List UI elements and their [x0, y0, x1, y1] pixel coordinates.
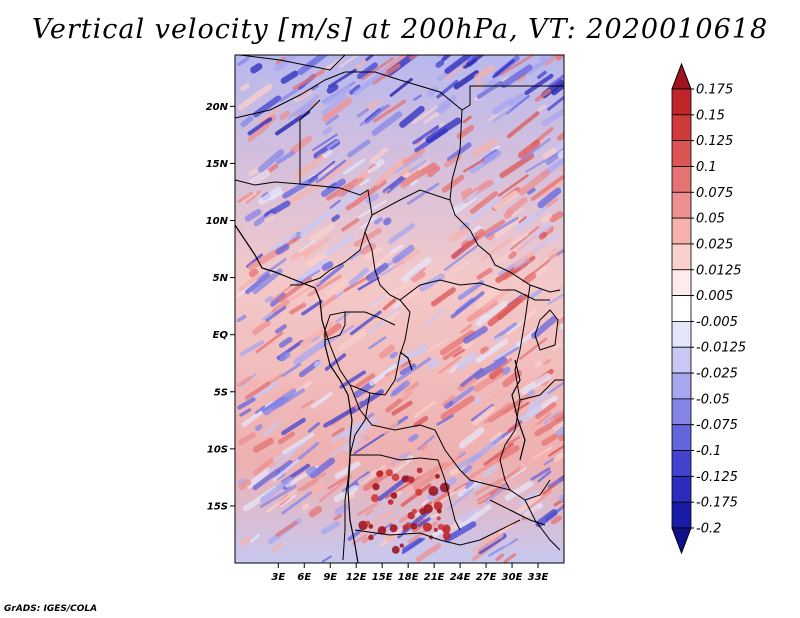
colorbar-label: 0.1	[696, 160, 717, 175]
colorbar-label: 0.075	[696, 186, 733, 201]
lat-label: 10S	[207, 444, 228, 455]
colorbar-label: -0.05	[696, 392, 730, 407]
colorbar-label: -0.175	[696, 496, 738, 511]
colorbar-label: 0.15	[696, 108, 725, 123]
lon-label: 27E	[476, 572, 497, 583]
map-axes: 20N 15N 10N 5N EQ 5S 10S 15S 3E 6E 9E 12E 15E 18E 21E 2…	[206, 102, 549, 583]
colorbar-label: -0.075	[696, 418, 738, 433]
colorbar-swatch	[671, 424, 692, 451]
footer-credit: GrADS: IGES/COLA	[4, 604, 98, 614]
colorbar-swatch	[671, 398, 692, 426]
colorbar-swatch	[671, 88, 692, 116]
colorbar-label: 0.05	[696, 212, 725, 227]
colorbar-swatch	[671, 501, 692, 529]
colorbar-label: 0.125	[696, 134, 733, 149]
lon-label: 9E	[323, 572, 337, 583]
coastline	[235, 224, 526, 563]
chart-title: Vertical velocity [m/s] at 200hPa, VT: 2…	[31, 14, 769, 45]
colorbar-swatch	[671, 140, 692, 167]
lon-label: 24E	[450, 572, 471, 583]
lon-label: 21E	[424, 572, 445, 583]
colorbar-label: -0.005	[696, 315, 738, 330]
lon-label: 6E	[297, 572, 311, 583]
lat-label: EQ	[213, 330, 229, 341]
colorbar-top-arrow	[671, 62, 692, 90]
colorbar-swatch	[671, 372, 692, 400]
lon-label: 15E	[372, 572, 393, 583]
colorbar-swatch	[671, 269, 692, 296]
colorbar-swatch	[671, 191, 692, 219]
colorbar-bottom-arrow	[671, 527, 692, 555]
lat-label: 15N	[206, 159, 229, 170]
colorbar-label: -0.125	[696, 470, 738, 485]
colorbar-label: 0.0125	[696, 263, 742, 278]
lat-label: 5N	[213, 273, 229, 284]
lon-label: 12E	[346, 572, 367, 583]
lat-label: 5S	[214, 387, 228, 398]
lon-label: 33E	[528, 572, 549, 583]
lon-label: 30E	[502, 572, 523, 583]
lon-label: 3E	[271, 572, 285, 583]
colorbar-swatch	[671, 114, 692, 142]
country-borders	[235, 55, 564, 561]
colorbar-label: 0.175	[696, 83, 733, 98]
colorbar-swatch	[671, 217, 692, 245]
colorbar-label: 0.005	[696, 289, 733, 304]
colorbar-swatch	[671, 346, 692, 374]
colorbar-label: -0.1	[696, 444, 721, 459]
colorbar-swatch	[671, 450, 692, 477]
map-frame	[234, 54, 565, 564]
colorbar-swatch	[671, 321, 692, 348]
colorbar-swatch	[671, 295, 692, 322]
vertical-velocity-field	[235, 55, 564, 563]
lat-label: 10N	[206, 216, 229, 227]
colorbar-label: -0.2	[696, 522, 721, 537]
colorbar-label: 0.025	[696, 237, 733, 252]
colorbar-swatch	[671, 166, 692, 193]
lat-label: 15S	[207, 501, 228, 512]
lat-label: 20N	[206, 102, 229, 113]
lon-label: 18E	[398, 572, 419, 583]
colorbar-swatch	[671, 475, 692, 503]
colorbar-label: -0.025	[696, 367, 738, 382]
colorbar-swatch	[671, 243, 692, 271]
colorbar-label: -0.0125	[696, 341, 746, 356]
